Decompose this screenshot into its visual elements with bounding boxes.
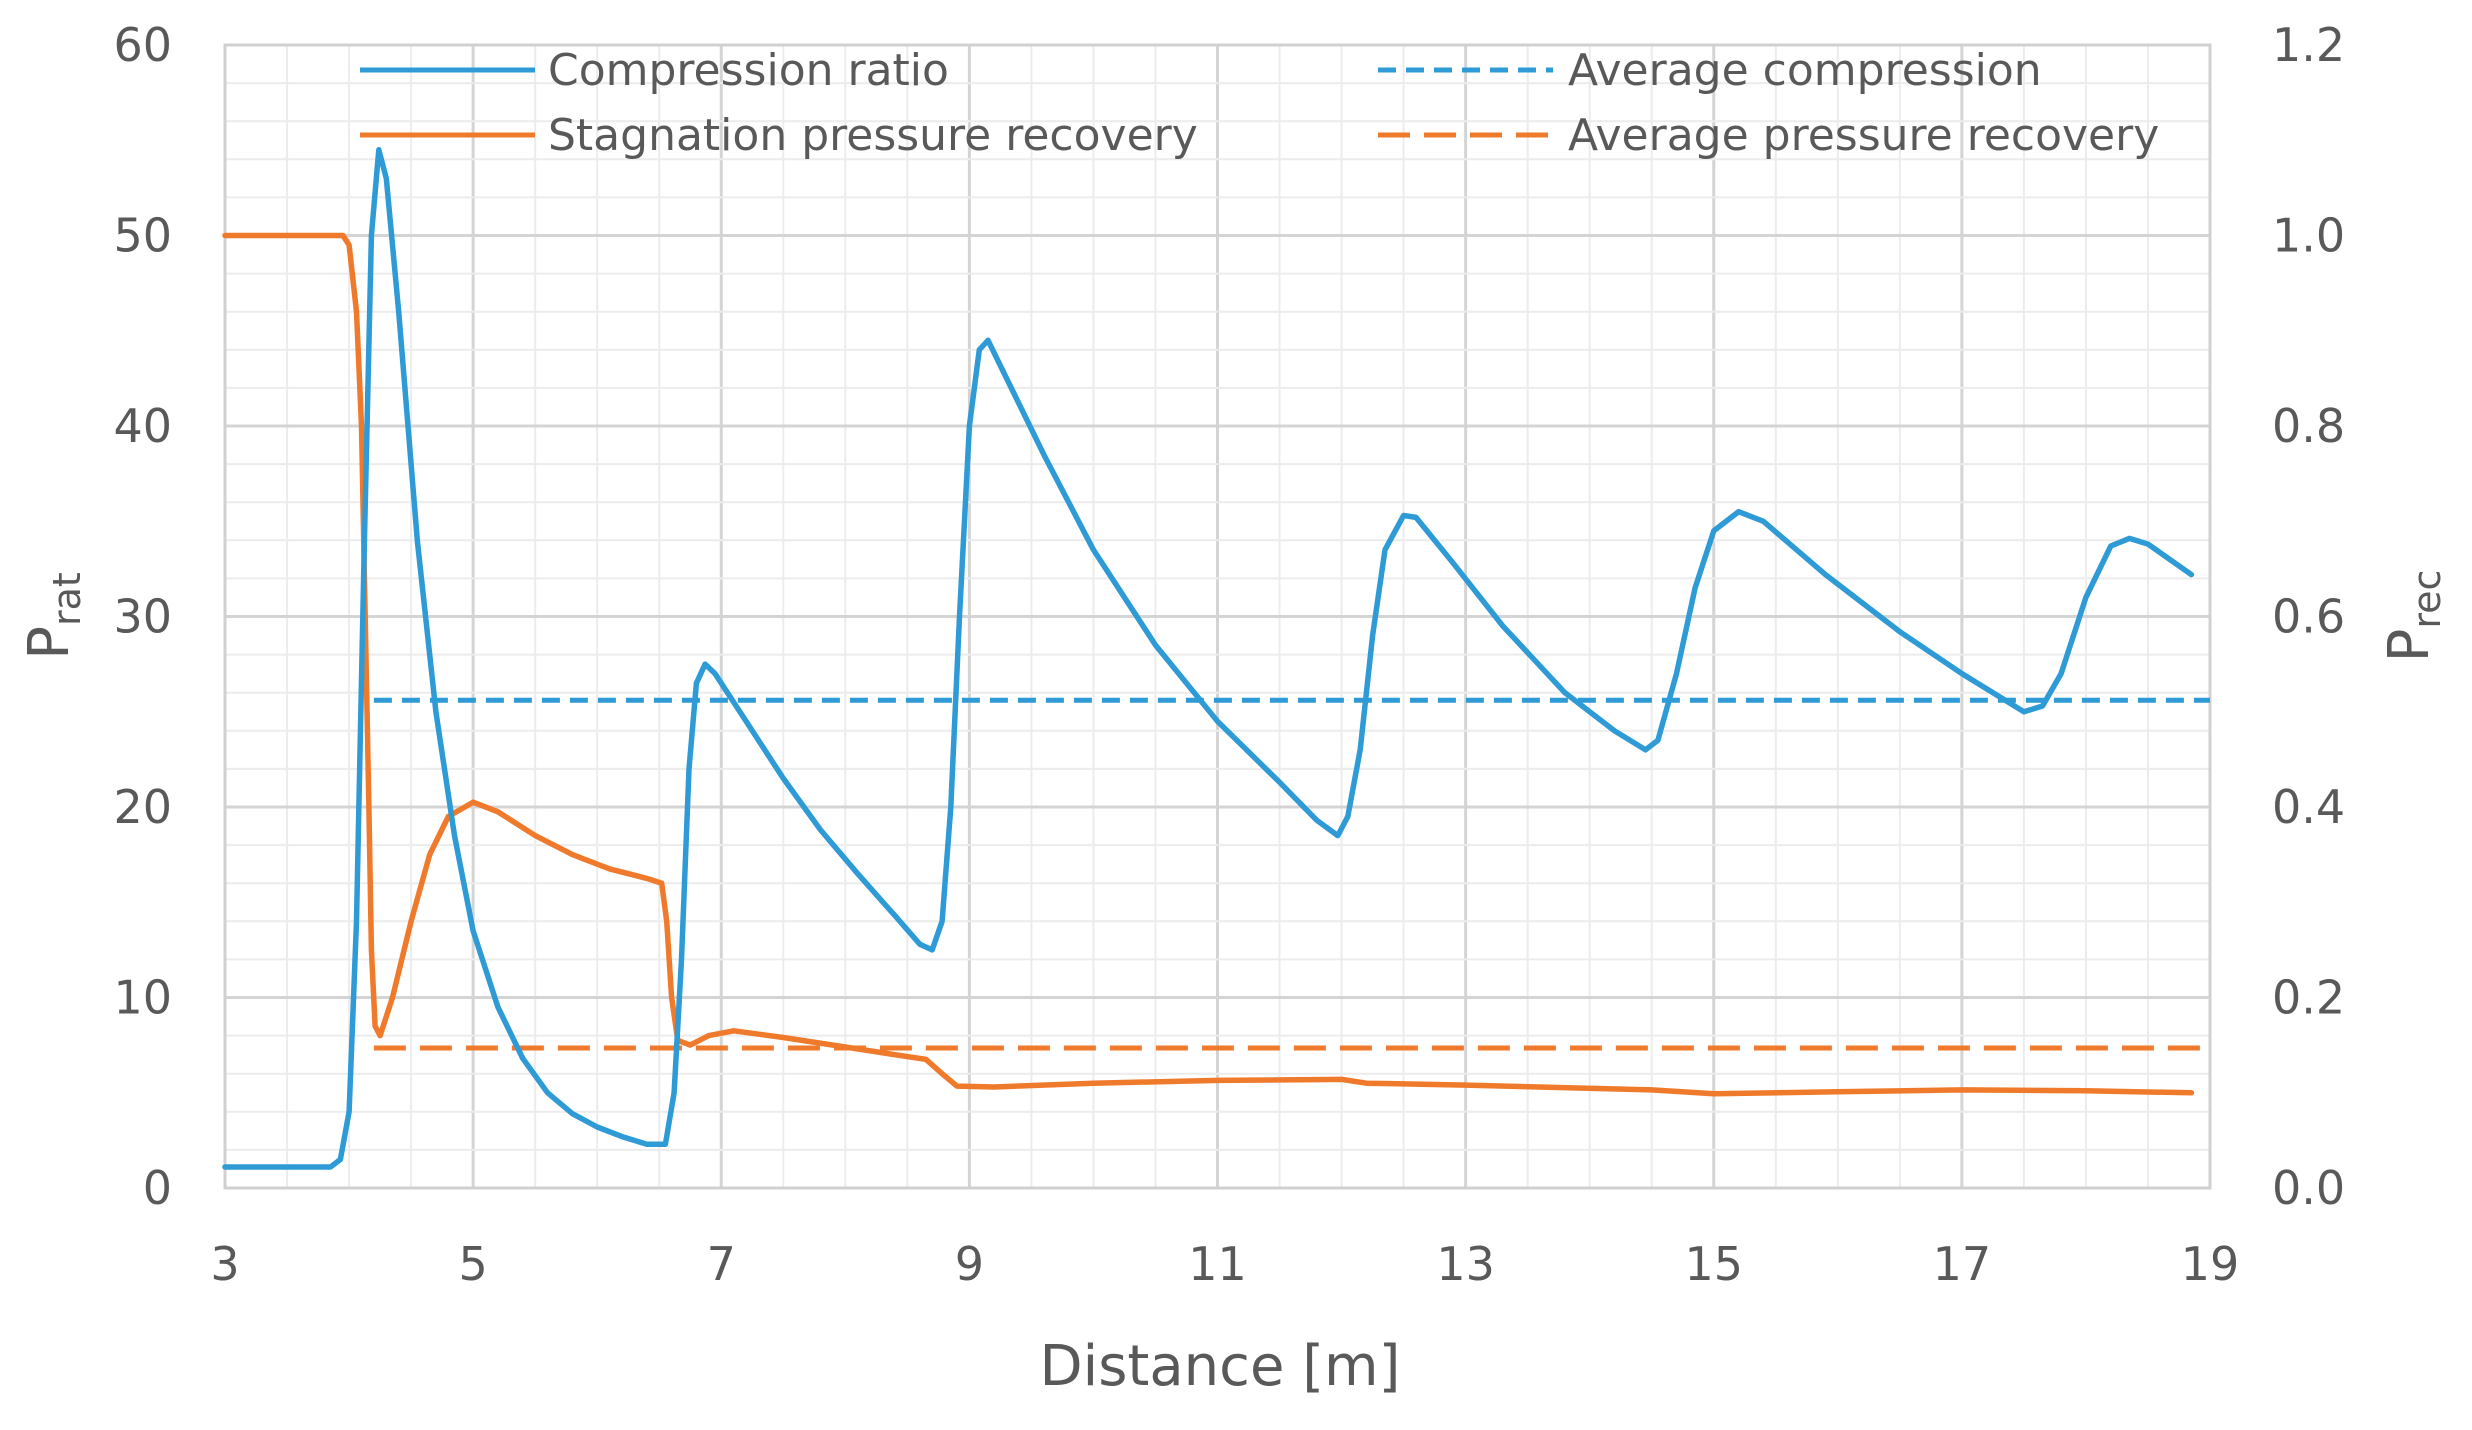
grid [223, 43, 2212, 1190]
y-tick-label: 40 [113, 399, 172, 453]
legend-item-average-compression: Average compression [1378, 45, 2042, 96]
series-lines [222, 147, 2210, 1170]
y-axis-title-base: P [17, 626, 82, 660]
y2-tick-label: 0.4 [2272, 780, 2345, 834]
y-axis-title-sub: rat [45, 572, 89, 626]
y-tick-label: 0 [143, 1161, 172, 1215]
y2-axis-title-base: P [2377, 629, 2442, 663]
legend-label-average-pressure-recovery: Average pressure recovery [1568, 110, 2159, 161]
y-tick-label: 30 [113, 590, 172, 644]
x-tick-label: 19 [2181, 1237, 2240, 1291]
axis-ticks: 3 5 7 9 11 13 15 17 19 0 10 20 30 40 50 60 0.0 0.2 0.4 0.6 0… [113, 18, 2345, 1291]
legend-item-compression-ratio: Compression ratio [360, 45, 949, 96]
x-tick-label: 7 [707, 1237, 736, 1291]
plot-area-border [223, 43, 2212, 1190]
y2-tick-label: 0.0 [2272, 1161, 2345, 1215]
y2-tick-label: 0.8 [2272, 399, 2345, 453]
legend-label-compression-ratio: Compression ratio [548, 45, 949, 96]
x-tick-label: 13 [1436, 1237, 1495, 1291]
y-tick-label: 60 [113, 18, 172, 72]
x-axis-title: Distance [m] [1040, 1334, 1401, 1399]
y2-axis-title: Prec [2377, 570, 2449, 663]
legend-label-stagnation-pressure-recovery: Stagnation pressure recovery [548, 110, 1198, 161]
y2-axis-title-sub: rec [2405, 570, 2449, 629]
y-tick-label: 20 [113, 780, 172, 834]
series-line-compression-ratio [222, 147, 2195, 1170]
x-tick-label: 3 [210, 1237, 239, 1291]
y2-tick-label: 1.2 [2272, 18, 2345, 72]
y2-tick-label: 0.2 [2272, 971, 2345, 1025]
legend-item-stagnation-pressure-recovery: Stagnation pressure recovery [360, 110, 1198, 161]
y2-tick-label: 0.6 [2272, 590, 2345, 644]
y-tick-label: 50 [113, 209, 172, 263]
x-tick-label: 5 [458, 1237, 487, 1291]
x-tick-label: 17 [1933, 1237, 1992, 1291]
x-tick-label: 11 [1188, 1237, 1247, 1291]
x-tick-label: 15 [1684, 1237, 1743, 1291]
series-line-stagnation-pressure-recovery [222, 232, 2195, 1097]
legend: Compression ratio Stagnation pressure re… [360, 45, 2159, 161]
y2-tick-label: 1.0 [2272, 209, 2345, 263]
legend-item-average-pressure-recovery: Average pressure recovery [1378, 110, 2159, 161]
x-tick-label: 9 [955, 1237, 984, 1291]
y-axis-title: Prat [17, 572, 89, 660]
y-tick-label: 10 [113, 971, 172, 1025]
legend-label-average-compression: Average compression [1568, 45, 2042, 96]
